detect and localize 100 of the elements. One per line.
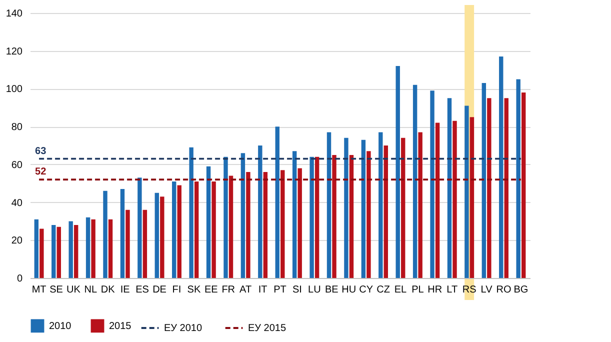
bar: [504, 98, 508, 278]
bar: [314, 156, 320, 278]
bar: [103, 190, 108, 278]
x-tick-label: PL: [412, 284, 424, 296]
bar: [52, 225, 56, 278]
legend-label: ЕУ 2015: [248, 323, 286, 334]
annotation: 52: [35, 166, 47, 178]
x-tick-label: MT: [32, 284, 46, 296]
bar: [349, 154, 354, 278]
bar: [292, 151, 297, 278]
y-tick-label: 80: [11, 122, 23, 134]
x-tick-label: FR: [222, 284, 236, 296]
x-tick-label: LU: [308, 284, 321, 296]
y-tick-label: 60: [11, 160, 23, 171]
legend-label: 2010: [49, 320, 72, 332]
bar: [280, 170, 285, 278]
bar: [482, 83, 486, 278]
bar: [396, 66, 400, 278]
x-tick-label: ES: [136, 284, 150, 296]
bar: [108, 219, 113, 278]
x-tick-label: HU: [342, 284, 356, 296]
x-tick-label: SI: [292, 284, 302, 296]
x-tick-label: AT: [240, 284, 252, 296]
x-tick-label: LV: [480, 284, 493, 296]
x-tick-label: IE: [120, 284, 130, 296]
bar: [160, 196, 164, 278]
x-tick-label: BG: [514, 284, 528, 296]
bar: [240, 153, 246, 278]
bar: [361, 140, 366, 278]
legend-label: 2015: [109, 320, 132, 332]
x-tick-label: IT: [258, 284, 268, 296]
bar: [298, 168, 302, 278]
y-tick-label: 100: [6, 84, 23, 96]
bar: [521, 92, 526, 278]
x-tick-label: BE: [324, 284, 339, 296]
bar: [138, 178, 142, 278]
bar: [74, 225, 78, 278]
bar: [418, 132, 422, 278]
bar: [86, 217, 90, 278]
bar: [91, 219, 96, 278]
bar: [464, 106, 469, 278]
y-tick-label: 140: [6, 8, 23, 20]
bar: [154, 192, 159, 278]
x-tick-label: RS: [462, 284, 477, 296]
x-tick-label: DK: [100, 284, 116, 296]
bar: [447, 98, 452, 278]
bar: [40, 228, 44, 278]
bar: [435, 122, 440, 278]
x-tick-label: SE: [50, 284, 64, 296]
bar: [258, 146, 262, 278]
bar: [34, 219, 39, 278]
bar: [228, 176, 234, 278]
bar: [68, 221, 73, 278]
x-tick-label: HR: [428, 284, 442, 296]
x-tick-label: UK: [66, 284, 81, 296]
x-tick-label: NL: [84, 284, 98, 296]
y-tick-label: 0: [16, 274, 23, 284]
bar: [246, 172, 250, 278]
bar: [275, 126, 280, 278]
x-tick-label: PT: [274, 284, 286, 296]
x-tick-label: SK: [187, 284, 201, 296]
bar: [120, 189, 125, 278]
bar: [224, 156, 228, 278]
y-tick-label: 20: [11, 236, 23, 247]
bar: [212, 181, 216, 278]
x-tick-label: DE: [152, 284, 167, 296]
bar: [366, 151, 371, 278]
x-tick-label: EL: [394, 284, 408, 296]
bar: [142, 210, 148, 278]
bar: [516, 79, 520, 278]
y-tick-label: 120: [6, 46, 23, 58]
bar: [194, 181, 199, 278]
bar: [189, 147, 194, 278]
x-tick-label: CY: [359, 284, 374, 296]
bar: [412, 84, 418, 278]
bar: [384, 146, 388, 278]
x-tick-label: CZ: [376, 284, 390, 296]
y-tick-label: 40: [11, 198, 23, 209]
bar: [172, 181, 176, 278]
bar: [499, 56, 504, 278]
x-tick-label: LT: [446, 284, 458, 296]
legend-label: ЕУ 2010: [164, 323, 202, 334]
bar: [310, 156, 314, 278]
bar: [401, 138, 406, 278]
bar: [326, 132, 332, 278]
bar: [378, 132, 383, 278]
bar: [430, 90, 434, 278]
bar: [487, 98, 492, 278]
bar: [470, 117, 474, 278]
x-tick-label: FI: [172, 284, 182, 296]
bar: [344, 138, 348, 278]
bar: [263, 172, 268, 278]
x-tick-label: EE: [204, 284, 218, 296]
annotation: 63: [35, 146, 47, 157]
bar: [206, 166, 211, 278]
bar: [56, 226, 61, 278]
bar: [177, 185, 182, 278]
bar: [332, 154, 336, 278]
bar: [452, 120, 457, 278]
x-tick-label: RO: [496, 284, 512, 296]
